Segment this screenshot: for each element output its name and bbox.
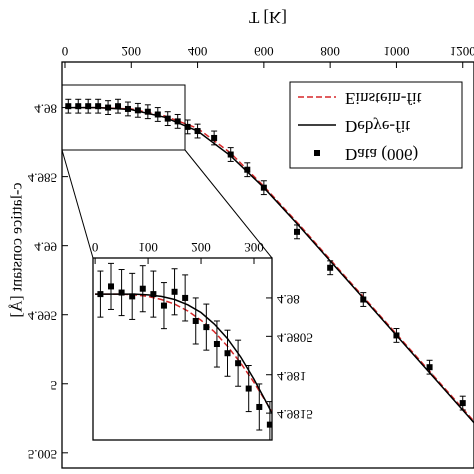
data-point bbox=[184, 123, 191, 130]
legend: Einstein-fit Debye-fit Data (006) bbox=[289, 81, 463, 169]
data-point bbox=[327, 264, 334, 271]
data-point bbox=[245, 385, 252, 392]
connector bbox=[184, 149, 273, 259]
x-axis-label: T [K] bbox=[249, 8, 287, 27]
data-point bbox=[459, 400, 466, 407]
y-tick-label: 4.9805 bbox=[277, 330, 313, 345]
x-tick-label: 0 bbox=[92, 240, 99, 255]
data-point bbox=[129, 293, 136, 300]
data-point bbox=[211, 134, 218, 141]
inset-panel: 0 100 200 300 4.98 4.9805 4.981 4.9815 bbox=[92, 240, 313, 441]
data-point bbox=[171, 288, 178, 295]
y-tick-label: 4.9815 bbox=[277, 407, 313, 422]
data-point bbox=[294, 228, 301, 235]
zoom-box bbox=[61, 84, 186, 151]
data-point bbox=[108, 283, 115, 290]
x-tick-label: 1200 bbox=[450, 44, 474, 59]
y-tick-label: 4.981 bbox=[277, 369, 306, 384]
data-point bbox=[118, 289, 125, 296]
connector bbox=[61, 149, 94, 259]
data-point bbox=[105, 104, 112, 111]
legend-label: Einstein-fit bbox=[345, 89, 422, 108]
x-tick-label: 600 bbox=[254, 44, 274, 59]
data-point bbox=[360, 296, 367, 303]
x-tick-label: 300 bbox=[244, 240, 264, 255]
x-tick-label: 400 bbox=[188, 44, 208, 59]
y-tick-label: 4.995 bbox=[28, 309, 57, 324]
x-tick-label: 800 bbox=[320, 44, 340, 59]
data-point bbox=[213, 341, 220, 348]
data-point bbox=[260, 184, 267, 191]
y-tick-label: 4.99 bbox=[34, 240, 57, 255]
y-tick-label: 4.98 bbox=[34, 102, 57, 117]
data-point bbox=[393, 332, 400, 339]
x-tick-label: 200 bbox=[122, 44, 142, 59]
plot-area: 0 200 400 600 800 1000 12004.984.9854.994.9955… bbox=[8, 8, 474, 469]
series-layer bbox=[65, 98, 474, 424]
frame bbox=[92, 257, 273, 441]
data-point bbox=[227, 151, 234, 158]
data-point bbox=[194, 128, 201, 135]
y-tick-label: 4.985 bbox=[28, 171, 57, 186]
legend-marker bbox=[314, 150, 320, 156]
data-point bbox=[426, 364, 433, 371]
data-point bbox=[85, 103, 92, 110]
fit-line bbox=[95, 293, 272, 415]
data-point bbox=[256, 403, 263, 410]
series-layer bbox=[95, 262, 272, 440]
data-point bbox=[192, 317, 199, 324]
data-point bbox=[134, 107, 141, 114]
data-point bbox=[97, 291, 104, 298]
data-point bbox=[65, 103, 72, 110]
data-point bbox=[124, 105, 131, 112]
data-point bbox=[154, 111, 161, 118]
data-point bbox=[95, 103, 102, 110]
legend-label: Debye-fit bbox=[345, 117, 410, 136]
x-tick-label: 100 bbox=[138, 240, 158, 255]
data-point bbox=[139, 285, 146, 292]
data-point bbox=[244, 166, 251, 173]
data-point bbox=[224, 350, 231, 357]
data-point bbox=[160, 302, 167, 309]
data-point bbox=[266, 421, 272, 428]
data-point bbox=[203, 324, 210, 331]
data-point bbox=[144, 108, 151, 115]
data-point bbox=[174, 118, 181, 125]
x-tick-label: 200 bbox=[191, 240, 211, 255]
y-tick-label: 5 bbox=[51, 378, 58, 393]
data-point bbox=[235, 360, 242, 367]
fit-line bbox=[65, 106, 474, 424]
y-axis-label: c-lattice constant [Å] bbox=[8, 182, 26, 317]
data-point bbox=[75, 103, 82, 110]
x-tick-label: 0 bbox=[62, 44, 69, 59]
fit-line bbox=[65, 106, 474, 423]
x-tick-label: 1000 bbox=[383, 44, 409, 59]
y-tick-label: 4.98 bbox=[277, 292, 300, 307]
legend-label: Data (006) bbox=[345, 145, 418, 164]
data-point bbox=[150, 291, 157, 298]
y-tick-label: 5.005 bbox=[28, 447, 57, 462]
data-point bbox=[164, 115, 171, 122]
data-point bbox=[182, 294, 189, 301]
data-point bbox=[115, 103, 122, 110]
